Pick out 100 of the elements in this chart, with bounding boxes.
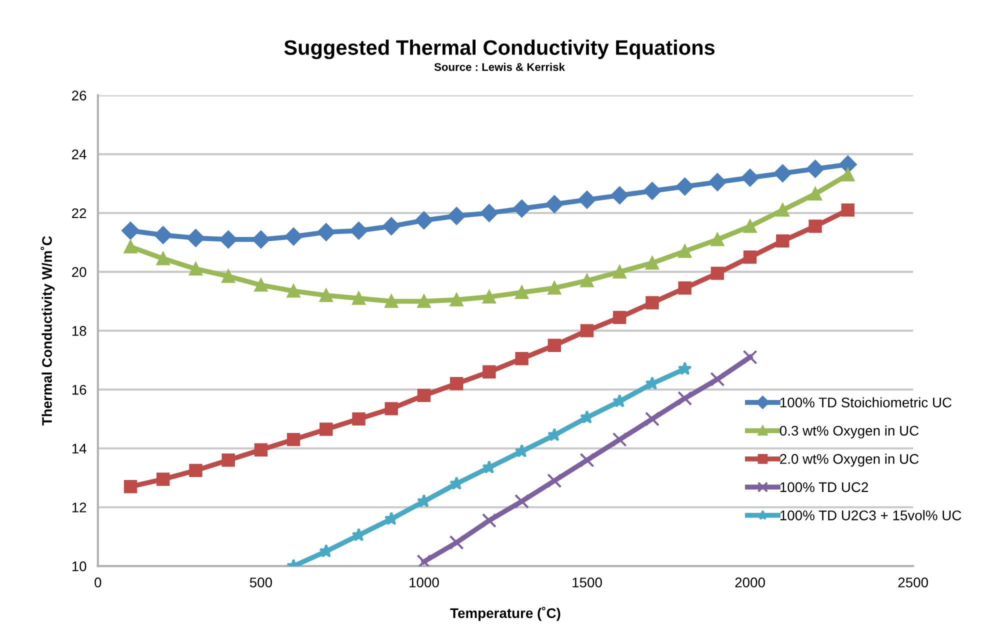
point [450, 476, 464, 490]
point [710, 232, 724, 246]
point [320, 422, 333, 436]
point [482, 365, 496, 378]
point [449, 535, 464, 550]
y-tick-label: 24 [72, 149, 86, 160]
point [776, 234, 790, 248]
point [580, 410, 594, 424]
point [512, 200, 531, 218]
y-tick-label: 16 [72, 384, 86, 395]
point [515, 352, 528, 366]
point [417, 388, 431, 402]
point [515, 286, 528, 300]
point [612, 432, 627, 447]
point [254, 278, 268, 292]
point [482, 460, 496, 474]
point [124, 480, 138, 494]
legend-label: 2.0 wt% Oxygen in UC [780, 454, 919, 467]
point [743, 220, 757, 233]
point [678, 281, 692, 295]
point [450, 293, 464, 306]
point [482, 290, 496, 304]
point [122, 222, 140, 240]
point [710, 266, 724, 280]
point [286, 284, 300, 298]
point [546, 195, 564, 214]
point [514, 494, 530, 509]
point [352, 412, 366, 426]
point [708, 173, 726, 192]
x-tick-label: 500 [250, 578, 272, 588]
point [808, 187, 822, 200]
point [482, 513, 496, 528]
point [776, 203, 790, 217]
point [838, 156, 857, 174]
point [678, 362, 692, 376]
point [613, 310, 626, 324]
legend-label: 100% TD Stoichiometric UC [780, 397, 952, 408]
point [186, 229, 205, 247]
x-tick-label: 2500 [898, 578, 928, 588]
point [741, 168, 759, 187]
point [320, 288, 333, 302]
point [547, 428, 562, 442]
point [286, 432, 300, 446]
point [514, 444, 529, 458]
point [676, 178, 694, 196]
point [678, 244, 692, 258]
point [124, 240, 138, 254]
point [580, 274, 594, 288]
point [808, 220, 822, 233]
chart-subtitle: Source : Lewis & Kerrisk [434, 62, 565, 71]
point [480, 204, 498, 222]
point [613, 265, 626, 278]
point [548, 338, 562, 352]
x-tick-label: 1500 [572, 578, 602, 588]
point [644, 412, 660, 426]
y-axis-title: Thermal Conductivity W/m˚C [40, 236, 55, 426]
point [610, 186, 629, 204]
point [448, 207, 466, 225]
point [774, 164, 792, 182]
point [710, 372, 725, 387]
y-tick-label: 20 [72, 267, 86, 278]
x-axis-title: Temperature (˚C) [450, 606, 560, 621]
point [382, 217, 400, 236]
y-tick-label: 12 [72, 502, 86, 512]
y-tick-label: 18 [72, 326, 86, 336]
point [743, 250, 757, 264]
y-tick-label: 22 [72, 208, 86, 218]
point [254, 443, 268, 456]
point [612, 394, 627, 408]
point [646, 296, 659, 310]
point [646, 256, 659, 270]
point [678, 391, 692, 406]
point [580, 452, 594, 468]
x-tick-label: 1000 [410, 578, 439, 588]
point [578, 190, 596, 209]
legend-label: 100% TD UC2 [780, 482, 868, 492]
point [384, 402, 398, 416]
point [806, 160, 824, 178]
point [154, 226, 172, 244]
x-tick-label: 0 [94, 578, 102, 588]
point [284, 228, 302, 246]
point [742, 350, 758, 364]
point [416, 494, 431, 508]
point [252, 230, 270, 248]
point [189, 262, 202, 276]
point [450, 377, 464, 390]
point [547, 473, 562, 488]
point [222, 454, 235, 467]
point [384, 512, 398, 526]
point [189, 464, 202, 478]
y-tick-label: 14 [72, 444, 86, 454]
point [222, 270, 235, 283]
point [416, 554, 432, 566]
point [319, 544, 334, 558]
point [417, 294, 431, 308]
point [317, 223, 336, 242]
point [841, 203, 854, 217]
y-tick-label: 10 [72, 561, 86, 572]
point [219, 230, 238, 248]
chart-title: Suggested Thermal Conductivity Equations [284, 40, 715, 60]
